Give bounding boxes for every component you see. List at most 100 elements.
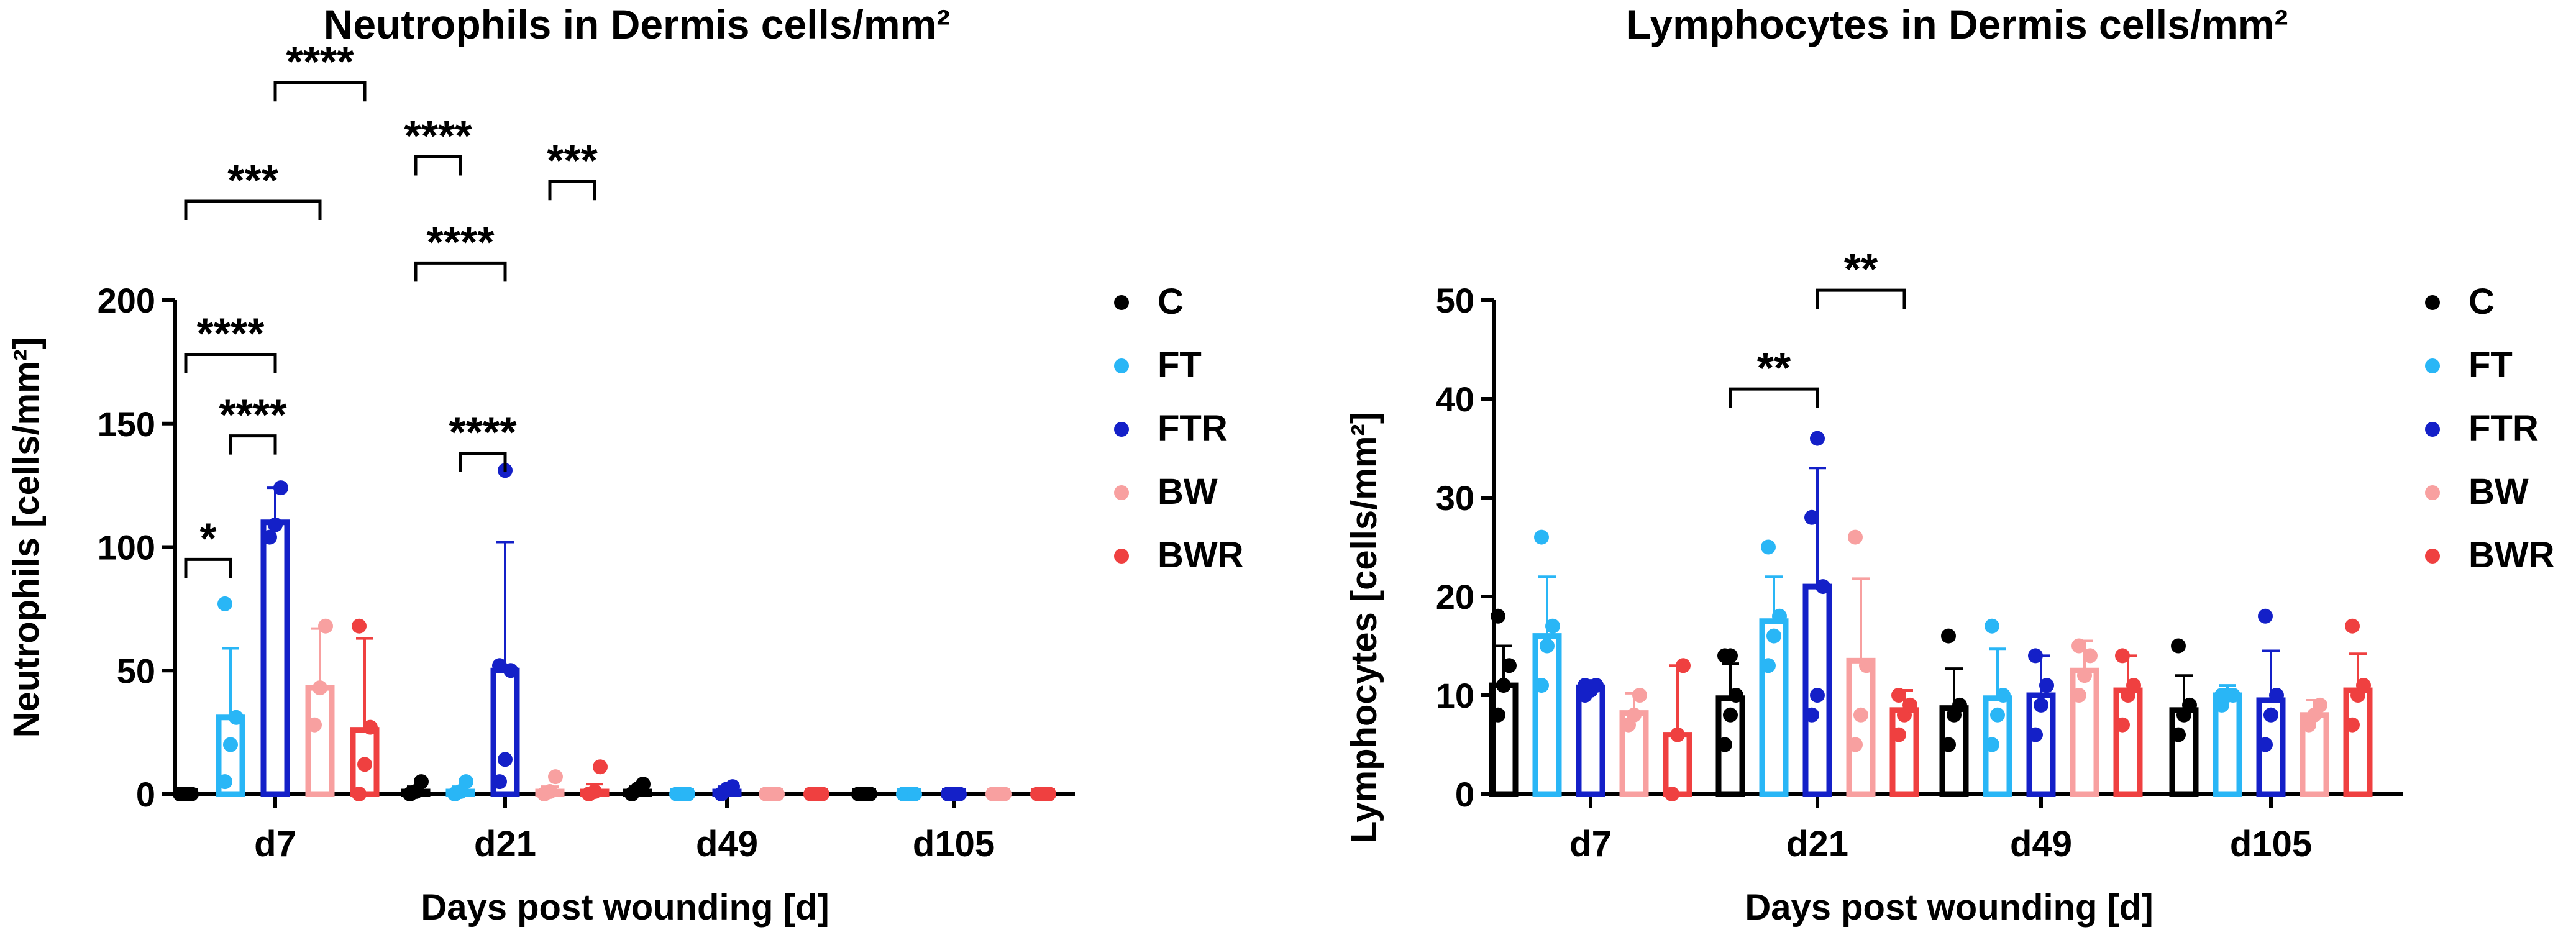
lymphocytes-x-tick-label: d7 xyxy=(1569,824,1612,864)
neutrophils-x-axis-label: Days post wounding [d] xyxy=(421,887,829,928)
lymphocytes-point-ftr xyxy=(1816,579,1830,595)
lymphocytes-y-tick-label: 50 xyxy=(1436,281,1474,320)
lymphocytes-point-ft xyxy=(1761,539,1776,555)
lymphocytes-legend-label-ftr: FTR xyxy=(2469,408,2539,449)
lymphocytes-bar-bwr-d49 xyxy=(2113,687,2143,797)
lymphocytes-point-bw xyxy=(1848,737,1863,752)
lymphocytes-point-ft xyxy=(1545,618,1560,634)
lymphocytes-point-bwr xyxy=(2115,717,2130,733)
lymphocytes-point-bw xyxy=(2071,688,2086,703)
neutrophils-significance-label: **** xyxy=(286,37,355,86)
neutrophils-significance-bracket xyxy=(184,352,277,373)
neutrophils-legend-marker-bwr xyxy=(1114,549,1129,564)
neutrophils-significance-label: **** xyxy=(197,309,265,357)
neutrophils-point-ft xyxy=(223,737,238,752)
lymphocytes-y-tick-label: 10 xyxy=(1436,676,1474,715)
lymphocytes-point-bwr xyxy=(1902,697,1917,713)
neutrophils-point-ftr xyxy=(952,787,967,801)
neutrophils-y-tick-label: 200 xyxy=(98,281,155,320)
lymphocytes-point-ft xyxy=(1996,688,2011,703)
lymphocytes-point-ftr xyxy=(1578,678,1592,693)
lymphocytes-point-ftr xyxy=(2258,608,2273,624)
neutrophils-point-c xyxy=(636,777,651,792)
neutrophils-significance-label: **** xyxy=(427,217,495,266)
neutrophils-point-bwr xyxy=(363,719,378,735)
lymphocytes-point-ft xyxy=(1985,737,1999,752)
neutrophils-point-bw xyxy=(548,769,563,785)
lymphocytes-point-ftr xyxy=(1804,707,1819,723)
lymphocytes-point-bw xyxy=(1853,707,1868,723)
neutrophils-legend-marker-bw xyxy=(1114,485,1129,500)
lymphocytes-point-ftr xyxy=(2039,678,2054,693)
neutrophils-point-ftr xyxy=(498,752,513,767)
neutrophils-point-ftr xyxy=(273,480,288,496)
neutrophils-legend: C FT FTR BW BWR xyxy=(1114,281,1244,575)
lymphocytes-point-c xyxy=(1729,688,1743,703)
neutrophils-x-tick-label: d105 xyxy=(913,824,995,864)
neutrophils-point-bw xyxy=(307,717,322,733)
neutrophils-legend-label-ftr: FTR xyxy=(1158,408,1228,449)
lymphocytes-chart-title: Lymphocytes in Dermis cells/mm² xyxy=(1627,1,2288,47)
neutrophils-point-bw xyxy=(997,787,1012,801)
neutrophils-y-tick-label: 100 xyxy=(98,528,155,567)
neutrophils-point-c xyxy=(862,787,877,801)
lymphocytes-point-bwr xyxy=(1665,787,1679,801)
neutrophils-point-ft xyxy=(217,596,232,611)
lymphocytes-point-ft xyxy=(1534,678,1549,693)
lymphocytes-point-c xyxy=(1723,648,1738,664)
lymphocytes-point-ft xyxy=(1540,638,1555,654)
neutrophils-point-bwr xyxy=(815,787,829,801)
lymphocytes-x-tick-label: d105 xyxy=(2230,824,2312,864)
neutrophils-legend-marker-ft xyxy=(1114,358,1129,373)
neutrophils-y-axis-label: Neutrophils [cells/mm²] xyxy=(6,337,47,738)
lymphocytes-bar-bwr-d21 xyxy=(1889,707,1919,797)
lymphocytes-x-tick-label: d49 xyxy=(2010,824,2072,864)
lymphocytes-point-c xyxy=(1717,737,1732,752)
lymphocytes-legend-marker-ft xyxy=(2425,358,2440,373)
neutrophils-y-tick-label: 50 xyxy=(117,651,155,690)
lymphocytes-point-ft xyxy=(1534,529,1549,545)
lymphocytes-legend-marker-bw xyxy=(2425,485,2440,500)
lymphocytes-point-c xyxy=(1502,658,1517,673)
neutrophils-significance-label: *** xyxy=(547,136,598,185)
neutrophils-legend-label-bwr: BWR xyxy=(1158,535,1244,575)
neutrophils-significance-bracket xyxy=(184,557,232,578)
neutrophils-chart: Neutrophils in Dermis cells/mm² Neutroph… xyxy=(6,1,1244,928)
lymphocytes-y-tick-label: 0 xyxy=(1455,775,1474,814)
lymphocytes-x-axis-label: Days post wounding [d] xyxy=(1745,887,2153,928)
neutrophils-x-tick-label: d7 xyxy=(254,824,296,864)
lymphocytes-point-ftr xyxy=(2258,737,2273,752)
lymphocytes-legend-label-c: C xyxy=(2469,281,2495,322)
lymphocytes-chart: Lymphocytes in Dermis cells/mm² Lymphocy… xyxy=(1344,1,2555,928)
lymphocytes-point-ftr xyxy=(2269,688,2284,703)
neutrophils-point-ftr xyxy=(262,529,277,545)
neutrophils-point-bwr xyxy=(1041,787,1056,801)
neutrophils-bar-ftr-d7 xyxy=(260,519,290,797)
neutrophils-significance-bracket xyxy=(459,451,507,472)
lymphocytes-point-ftr xyxy=(1804,509,1819,525)
lymphocytes-bar-ftr-d7 xyxy=(1576,684,1605,797)
neutrophils-legend-marker-ftr xyxy=(1114,422,1129,437)
lymphocytes-y-axis-label: Lymphocytes [cells/mm²] xyxy=(1344,412,1384,843)
lymphocytes-legend-label-bw: BW xyxy=(2469,472,2529,512)
neutrophils-point-bwr xyxy=(352,787,367,801)
neutrophils-significance-bracket xyxy=(414,261,507,282)
neutrophils-point-bwr xyxy=(352,618,367,634)
lymphocytes-point-bw xyxy=(1848,529,1863,545)
lymphocytes-point-c xyxy=(1496,678,1511,693)
neutrophils-significance-label: **** xyxy=(404,111,473,160)
lymphocytes-point-ftr xyxy=(2028,727,2043,742)
lymphocytes-point-bwr xyxy=(2345,717,2360,733)
neutrophils-point-ftr xyxy=(503,663,518,678)
neutrophils-point-bw xyxy=(313,680,327,696)
lymphocytes-legend: C FT FTR BW BWR xyxy=(2425,281,2555,575)
lymphocytes-point-bw xyxy=(1859,658,1874,673)
neutrophils-legend-label-bw: BW xyxy=(1158,472,1218,512)
neutrophils-significance-label: *** xyxy=(227,156,278,204)
neutrophils-significance-bracket xyxy=(414,155,462,176)
lymphocytes-point-c xyxy=(2171,638,2186,654)
lymphocytes-point-bwr xyxy=(2356,678,2371,693)
lymphocytes-point-bwr xyxy=(1891,727,1906,742)
lymphocytes-significance-bracket xyxy=(1729,387,1819,408)
lymphocytes-point-bw xyxy=(2071,638,2086,654)
